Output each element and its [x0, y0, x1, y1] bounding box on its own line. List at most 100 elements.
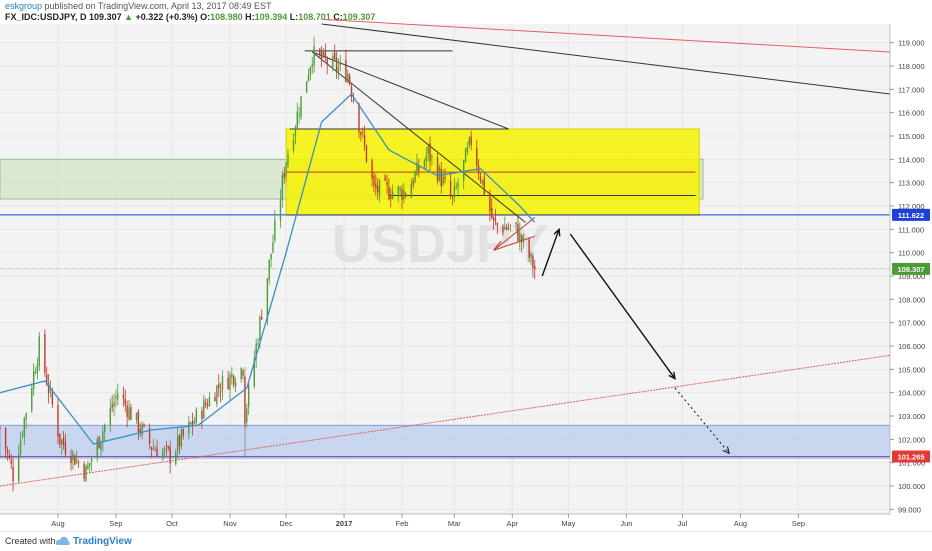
footer: Created with TradingView: [0, 531, 932, 551]
candle-body: [64, 442, 67, 455]
created-with-label: Created with: [5, 536, 56, 546]
candle-body: [348, 75, 351, 85]
candle-body: [350, 86, 353, 98]
candle-body: [378, 180, 381, 196]
y-tick-label: 103.000: [898, 412, 925, 421]
candle-body: [17, 454, 20, 482]
candle-body: [0, 427, 1, 429]
candle-body: [4, 427, 7, 449]
candle-body: [440, 168, 442, 187]
candle-body: [285, 162, 287, 178]
candle-body: [339, 62, 341, 66]
candle-body: [305, 81, 308, 93]
candle-body: [528, 239, 530, 258]
candle-body: [506, 226, 508, 230]
trendline-red: [321, 18, 891, 53]
price-badges: 111.622 109.307 101.265: [892, 208, 930, 463]
y-tick-label: 116.000: [898, 109, 925, 118]
candle-body: [335, 57, 338, 71]
time-axis[interactable]: [0, 514, 890, 531]
candle-body: [240, 367, 242, 380]
candle-body: [376, 185, 379, 193]
candle-body: [320, 52, 323, 60]
candle-body: [319, 49, 321, 54]
candle-body: [360, 131, 362, 135]
candle-body: [23, 418, 26, 437]
candle-body: [176, 436, 179, 452]
candle-body: [281, 174, 284, 200]
x-tick-label: Oct: [166, 519, 179, 528]
candle-body: [363, 134, 366, 146]
candle-body: [534, 265, 536, 270]
candle-body: [244, 376, 246, 425]
y-tick-label: 111.000: [898, 225, 924, 234]
candle-body: [191, 420, 194, 426]
tradingview-cloud-icon: [55, 536, 70, 545]
candle-body: [233, 375, 235, 385]
price-axis-ticks: 99.000 100.000 101.000 102.000 103.000 104.00…: [890, 39, 925, 514]
candle-body: [491, 207, 493, 219]
candle-body: [74, 455, 76, 465]
x-tick-label: Dec: [279, 519, 293, 528]
candle-body: [519, 232, 521, 241]
candle-body: [358, 103, 360, 133]
candle-body: [287, 154, 289, 166]
candle-body: [154, 450, 156, 451]
symbol-line: FX_IDC:USDJPY, D 109.307 ▲ +0.322 (+0.3%…: [5, 12, 375, 22]
price-chart[interactable]: USDJPY 99.000100.000101.000102.000103.00…: [0, 0, 932, 531]
candle-body: [390, 196, 392, 199]
dotted-arrow-line: [674, 387, 730, 454]
tradingview-brand-link[interactable]: TradingView: [73, 536, 132, 547]
candle-body: [333, 52, 336, 60]
trendline: [312, 51, 509, 130]
candle-body: [61, 439, 63, 445]
x-tick-label: Aug: [51, 519, 64, 528]
x-tick-label: Jun: [620, 519, 632, 528]
candle-body: [386, 182, 388, 185]
trendline: [321, 23, 891, 95]
author-link[interactable]: eskgroup: [5, 1, 43, 11]
candle-body: [178, 435, 181, 447]
wedge-line: [493, 235, 535, 251]
high-label: H:: [245, 12, 255, 22]
candle-body: [214, 397, 216, 402]
candle-body: [292, 139, 295, 152]
candle-body: [193, 421, 196, 424]
y-tick-label: 100.000: [898, 482, 925, 491]
candle-body: [502, 226, 504, 233]
arrow-line: [569, 233, 676, 380]
candle-body: [242, 370, 244, 376]
candle-body: [8, 455, 11, 458]
y-tick-label: 117.000: [898, 85, 925, 94]
candle-body: [313, 45, 315, 66]
arrow-head: [553, 227, 561, 237]
y-tick-label: 115.000: [898, 132, 925, 141]
candles: [0, 36, 536, 492]
candle-body: [414, 172, 416, 182]
candle-body: [416, 162, 418, 176]
candle-body: [449, 180, 452, 197]
candle-body: [509, 225, 512, 226]
price-badge-label: 109.307: [897, 265, 924, 274]
candle-body: [462, 160, 465, 181]
candle-body: [89, 463, 91, 466]
candle-body: [96, 439, 98, 459]
candle-body: [104, 424, 106, 432]
y-tick-label: 119.000: [898, 39, 925, 48]
symbol-label: FX_IDC:USDJPY, D: [5, 12, 87, 22]
candle-body: [345, 60, 347, 82]
candle-body: [124, 398, 126, 405]
candle-body: [365, 145, 368, 162]
candle-body: [109, 407, 112, 425]
candle-body: [332, 55, 334, 69]
candle-body: [311, 64, 313, 67]
low-label: L:: [289, 12, 299, 22]
candle-body: [169, 446, 171, 464]
candle-body: [477, 165, 480, 175]
candle-body: [6, 449, 9, 453]
candle-body: [401, 189, 403, 200]
candle-body: [165, 444, 168, 446]
candle-body: [261, 317, 263, 320]
candle-body: [234, 382, 237, 387]
candle-body: [227, 377, 229, 390]
